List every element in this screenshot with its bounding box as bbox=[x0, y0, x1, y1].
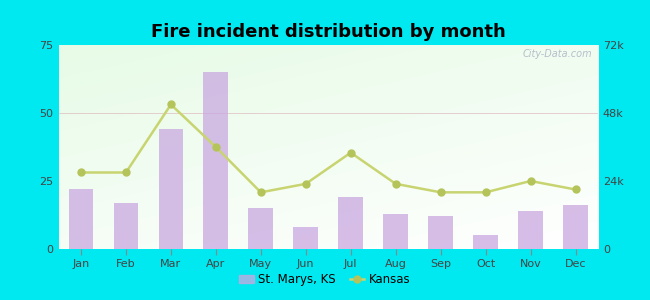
Bar bbox=[69, 189, 94, 249]
Bar bbox=[159, 129, 183, 249]
Bar bbox=[563, 206, 588, 249]
Legend: St. Marys, KS, Kansas: St. Marys, KS, Kansas bbox=[235, 269, 415, 291]
Bar bbox=[293, 227, 318, 249]
Text: City-Data.com: City-Data.com bbox=[523, 49, 593, 59]
Bar bbox=[248, 208, 273, 249]
Bar bbox=[473, 236, 498, 249]
Bar bbox=[203, 72, 228, 249]
Bar bbox=[518, 211, 543, 249]
Bar bbox=[428, 216, 453, 249]
Bar bbox=[384, 214, 408, 249]
Bar bbox=[114, 203, 138, 249]
Title: Fire incident distribution by month: Fire incident distribution by month bbox=[151, 23, 506, 41]
Bar bbox=[339, 197, 363, 249]
